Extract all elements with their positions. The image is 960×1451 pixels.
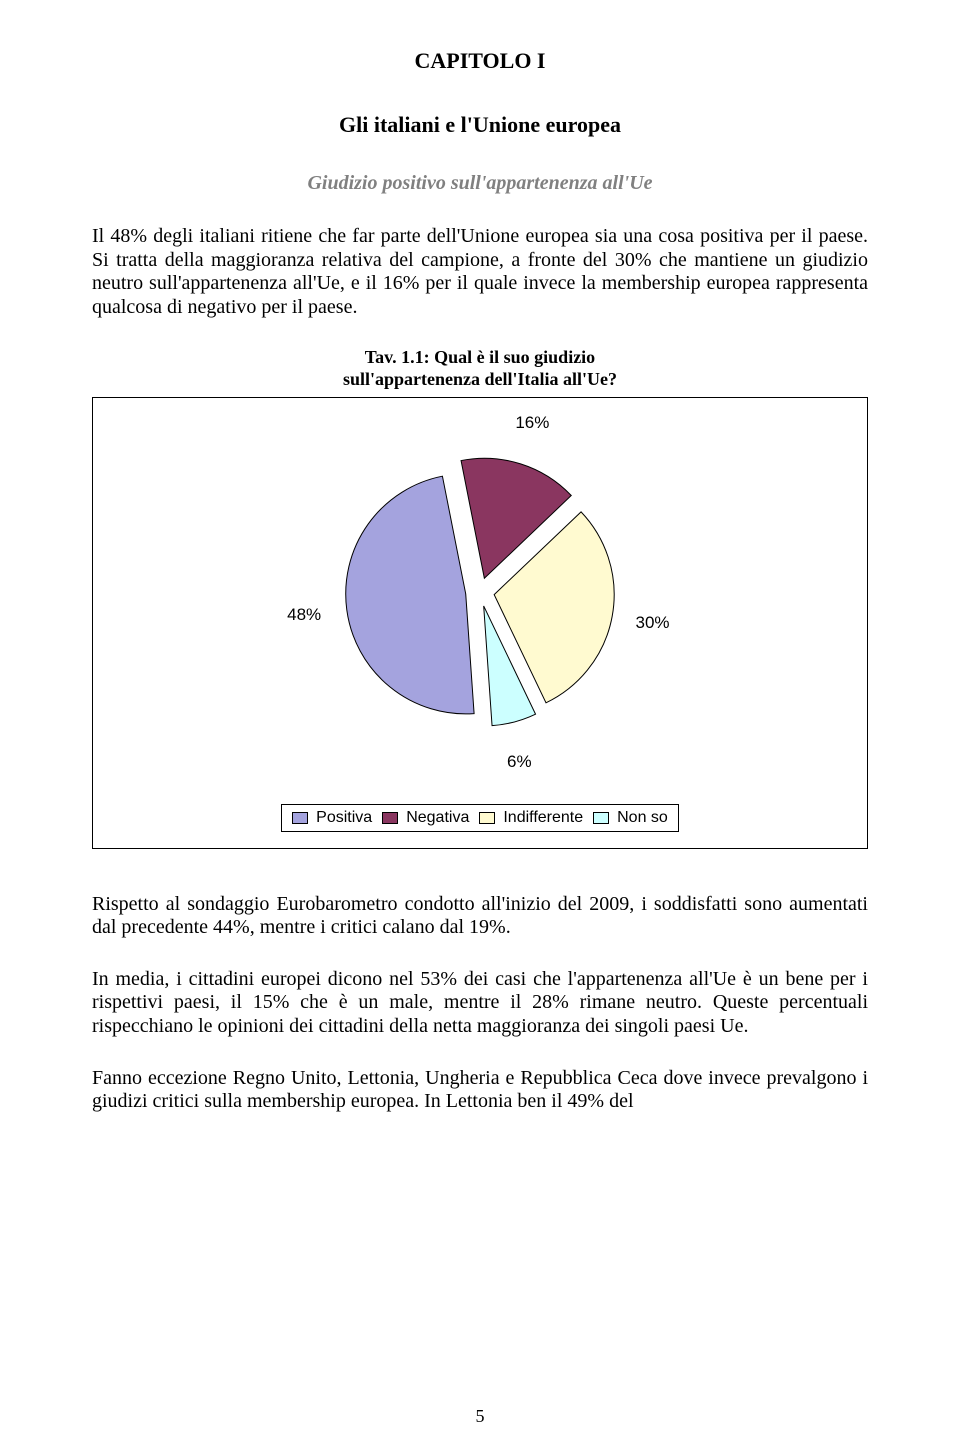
legend-item-nonso: Non so	[593, 809, 668, 827]
chart-legend: Positiva Negativa Indifferente Non so	[281, 804, 679, 832]
paragraph-4: Fanno eccezione Regno Unito, Lettonia, U…	[92, 1067, 868, 1114]
pie-slice-positiva	[346, 476, 474, 714]
legend-swatch-indifferente	[479, 812, 495, 824]
pie-svg	[310, 422, 650, 762]
paragraph-3: In media, i cittadini europei dicono nel…	[92, 968, 868, 1039]
legend-label-nonso: Non so	[617, 809, 668, 827]
legend-item-positiva: Positiva	[292, 809, 372, 827]
legend-label-positiva: Positiva	[316, 809, 372, 827]
pie-label-positiva: 48%	[287, 605, 321, 625]
page-number: 5	[0, 1406, 960, 1427]
document-page: CAPITOLO I Gli italiani e l'Unione europ…	[0, 0, 960, 1451]
pie-label-non-so: 6%	[507, 752, 532, 772]
legend-item-negativa: Negativa	[382, 809, 469, 827]
legend-swatch-negativa	[382, 812, 398, 824]
subtitle: Giudizio positivo sull'appartenenza all'…	[92, 172, 868, 195]
legend-item-indifferente: Indifferente	[479, 809, 583, 827]
paragraph-2: Rispetto al sondaggio Eurobarometro cond…	[92, 893, 868, 940]
chart-container: 48% 16% 30% 6% Positiva Negativa Indifferen…	[92, 397, 868, 849]
legend-label-indifferente: Indifferente	[503, 809, 583, 827]
pie-label-negativa: 16%	[515, 413, 549, 433]
pie-label-indifferente: 30%	[636, 613, 670, 633]
chapter-heading: CAPITOLO I	[92, 48, 868, 74]
chart-caption: Tav. 1.1: Qual è il suo giudizio sull'ap…	[92, 347, 868, 390]
pie-chart: 48%16%30%6%	[260, 422, 700, 782]
legend-swatch-positiva	[292, 812, 308, 824]
chart-caption-line-1: Tav. 1.1: Qual è il suo giudizio	[365, 347, 595, 367]
page-title: Gli italiani e l'Unione europea	[92, 112, 868, 138]
legend-swatch-nonso	[593, 812, 609, 824]
paragraph-1: Il 48% degli italiani ritiene che far pa…	[92, 225, 868, 319]
chart-caption-line-2: sull'appartenenza dell'Italia all'Ue?	[343, 369, 617, 389]
legend-label-negativa: Negativa	[406, 809, 469, 827]
